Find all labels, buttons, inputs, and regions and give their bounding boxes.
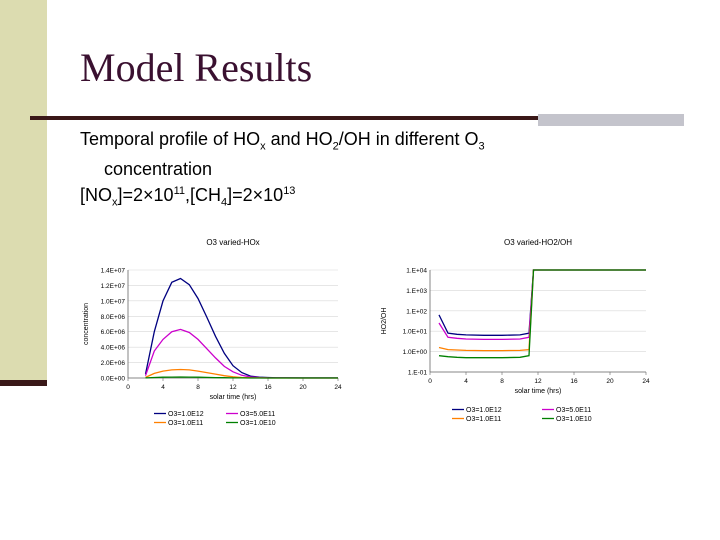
x-axis-label: solar time (hrs) xyxy=(515,388,562,395)
y-tick-label: 1.2E+07 xyxy=(101,283,126,290)
x-tick-label: 12 xyxy=(534,378,542,385)
chart-ho2-oh: O3 varied-HO2/OH 1.E-01 1.0E+00 1.0E+01 1.E+… xyxy=(370,230,686,434)
page-title: Model Results xyxy=(80,45,313,90)
x-tick-label: 20 xyxy=(299,384,307,391)
x-tick-label: 24 xyxy=(642,378,650,385)
series-line xyxy=(144,328,338,379)
series-line xyxy=(145,376,338,379)
x-tick-label: 8 xyxy=(196,384,200,391)
subtitle-line-3: [NOx]=2×1011,[CH4]=2×1013 xyxy=(80,184,296,209)
legend-label: O3=5.0E11 xyxy=(556,407,591,414)
sidebar-accent-bar xyxy=(0,380,47,386)
y-tick-label: 1.E+04 xyxy=(406,268,427,275)
y-tick-label: 1.0E+07 xyxy=(101,298,126,305)
y-tick-label: 1.0E+00 xyxy=(403,349,428,356)
chart-ho2-oh-svg: O3 varied-HO2/OH 1.E-01 1.0E+00 1.0E+01 1.E+… xyxy=(381,238,650,423)
y-axis-label: HO2/OH xyxy=(381,308,388,335)
subtitle-line-1: Temporal profile of HOx and HO2/OH in di… xyxy=(80,129,485,153)
y-tick-label: 1.E+02 xyxy=(406,308,427,315)
chart-hox: O3 varied-HOx 0.0E+00 2.0E+06 4.0E+06 6.0E+0… xyxy=(76,230,346,434)
x-tick-label: 24 xyxy=(334,384,342,391)
series-line xyxy=(144,277,338,379)
x-axis-label: solar time (hrs) xyxy=(210,394,257,401)
legend-label: O3=1.0E11 xyxy=(466,416,501,423)
y-tick-label: 1.E+03 xyxy=(406,288,427,295)
series-line xyxy=(438,269,646,341)
x-tick-label: 16 xyxy=(264,384,272,391)
legend-label: O3=1.0E10 xyxy=(556,416,592,423)
y-tick-label: 1.4E+07 xyxy=(101,268,126,275)
x-tick-label: 16 xyxy=(570,378,578,385)
sidebar-decoration xyxy=(0,0,47,384)
chart-title: O3 varied-HOx xyxy=(206,238,259,247)
y-tick-label: 8.0E+06 xyxy=(101,314,126,321)
legend-label: O3=1.0E12 xyxy=(466,407,502,414)
y-tick-label: 0.0E+00 xyxy=(101,376,126,383)
y-tick-label: 2.0E+06 xyxy=(101,360,126,367)
chart-hox-svg: O3 varied-HOx 0.0E+00 2.0E+06 4.0E+06 6.0E+0… xyxy=(83,238,342,427)
legend-label: O3=5.0E11 xyxy=(240,411,275,418)
x-tick-label: 0 xyxy=(428,378,432,385)
legend-label: O3=1.0E12 xyxy=(168,411,204,418)
x-tick-label: 4 xyxy=(161,384,165,391)
series-line xyxy=(438,269,646,359)
slide-subtitle: Temporal profile of HOx and HO2/OH in di… xyxy=(80,128,485,213)
title-rule xyxy=(30,116,538,120)
y-axis-label: concentration xyxy=(83,303,90,345)
legend-label: O3=1.0E11 xyxy=(168,420,203,427)
y-tick-label: 1.E-01 xyxy=(408,370,428,377)
x-tick-label: 4 xyxy=(464,378,468,385)
x-tick-label: 0 xyxy=(126,384,130,391)
title-rule-accent xyxy=(538,114,684,126)
y-tick-label: 6.0E+06 xyxy=(101,329,126,336)
y-tick-label: 4.0E+06 xyxy=(101,345,126,352)
x-tick-label: 12 xyxy=(229,384,237,391)
legend-label: O3=1.0E10 xyxy=(240,420,276,427)
series-line xyxy=(438,269,646,336)
x-tick-label: 20 xyxy=(606,378,614,385)
chart-title: O3 varied-HO2/OH xyxy=(504,238,572,247)
y-tick-label: 1.0E+01 xyxy=(403,329,428,336)
x-tick-label: 8 xyxy=(500,378,504,385)
subtitle-line-2: concentration xyxy=(104,158,213,179)
